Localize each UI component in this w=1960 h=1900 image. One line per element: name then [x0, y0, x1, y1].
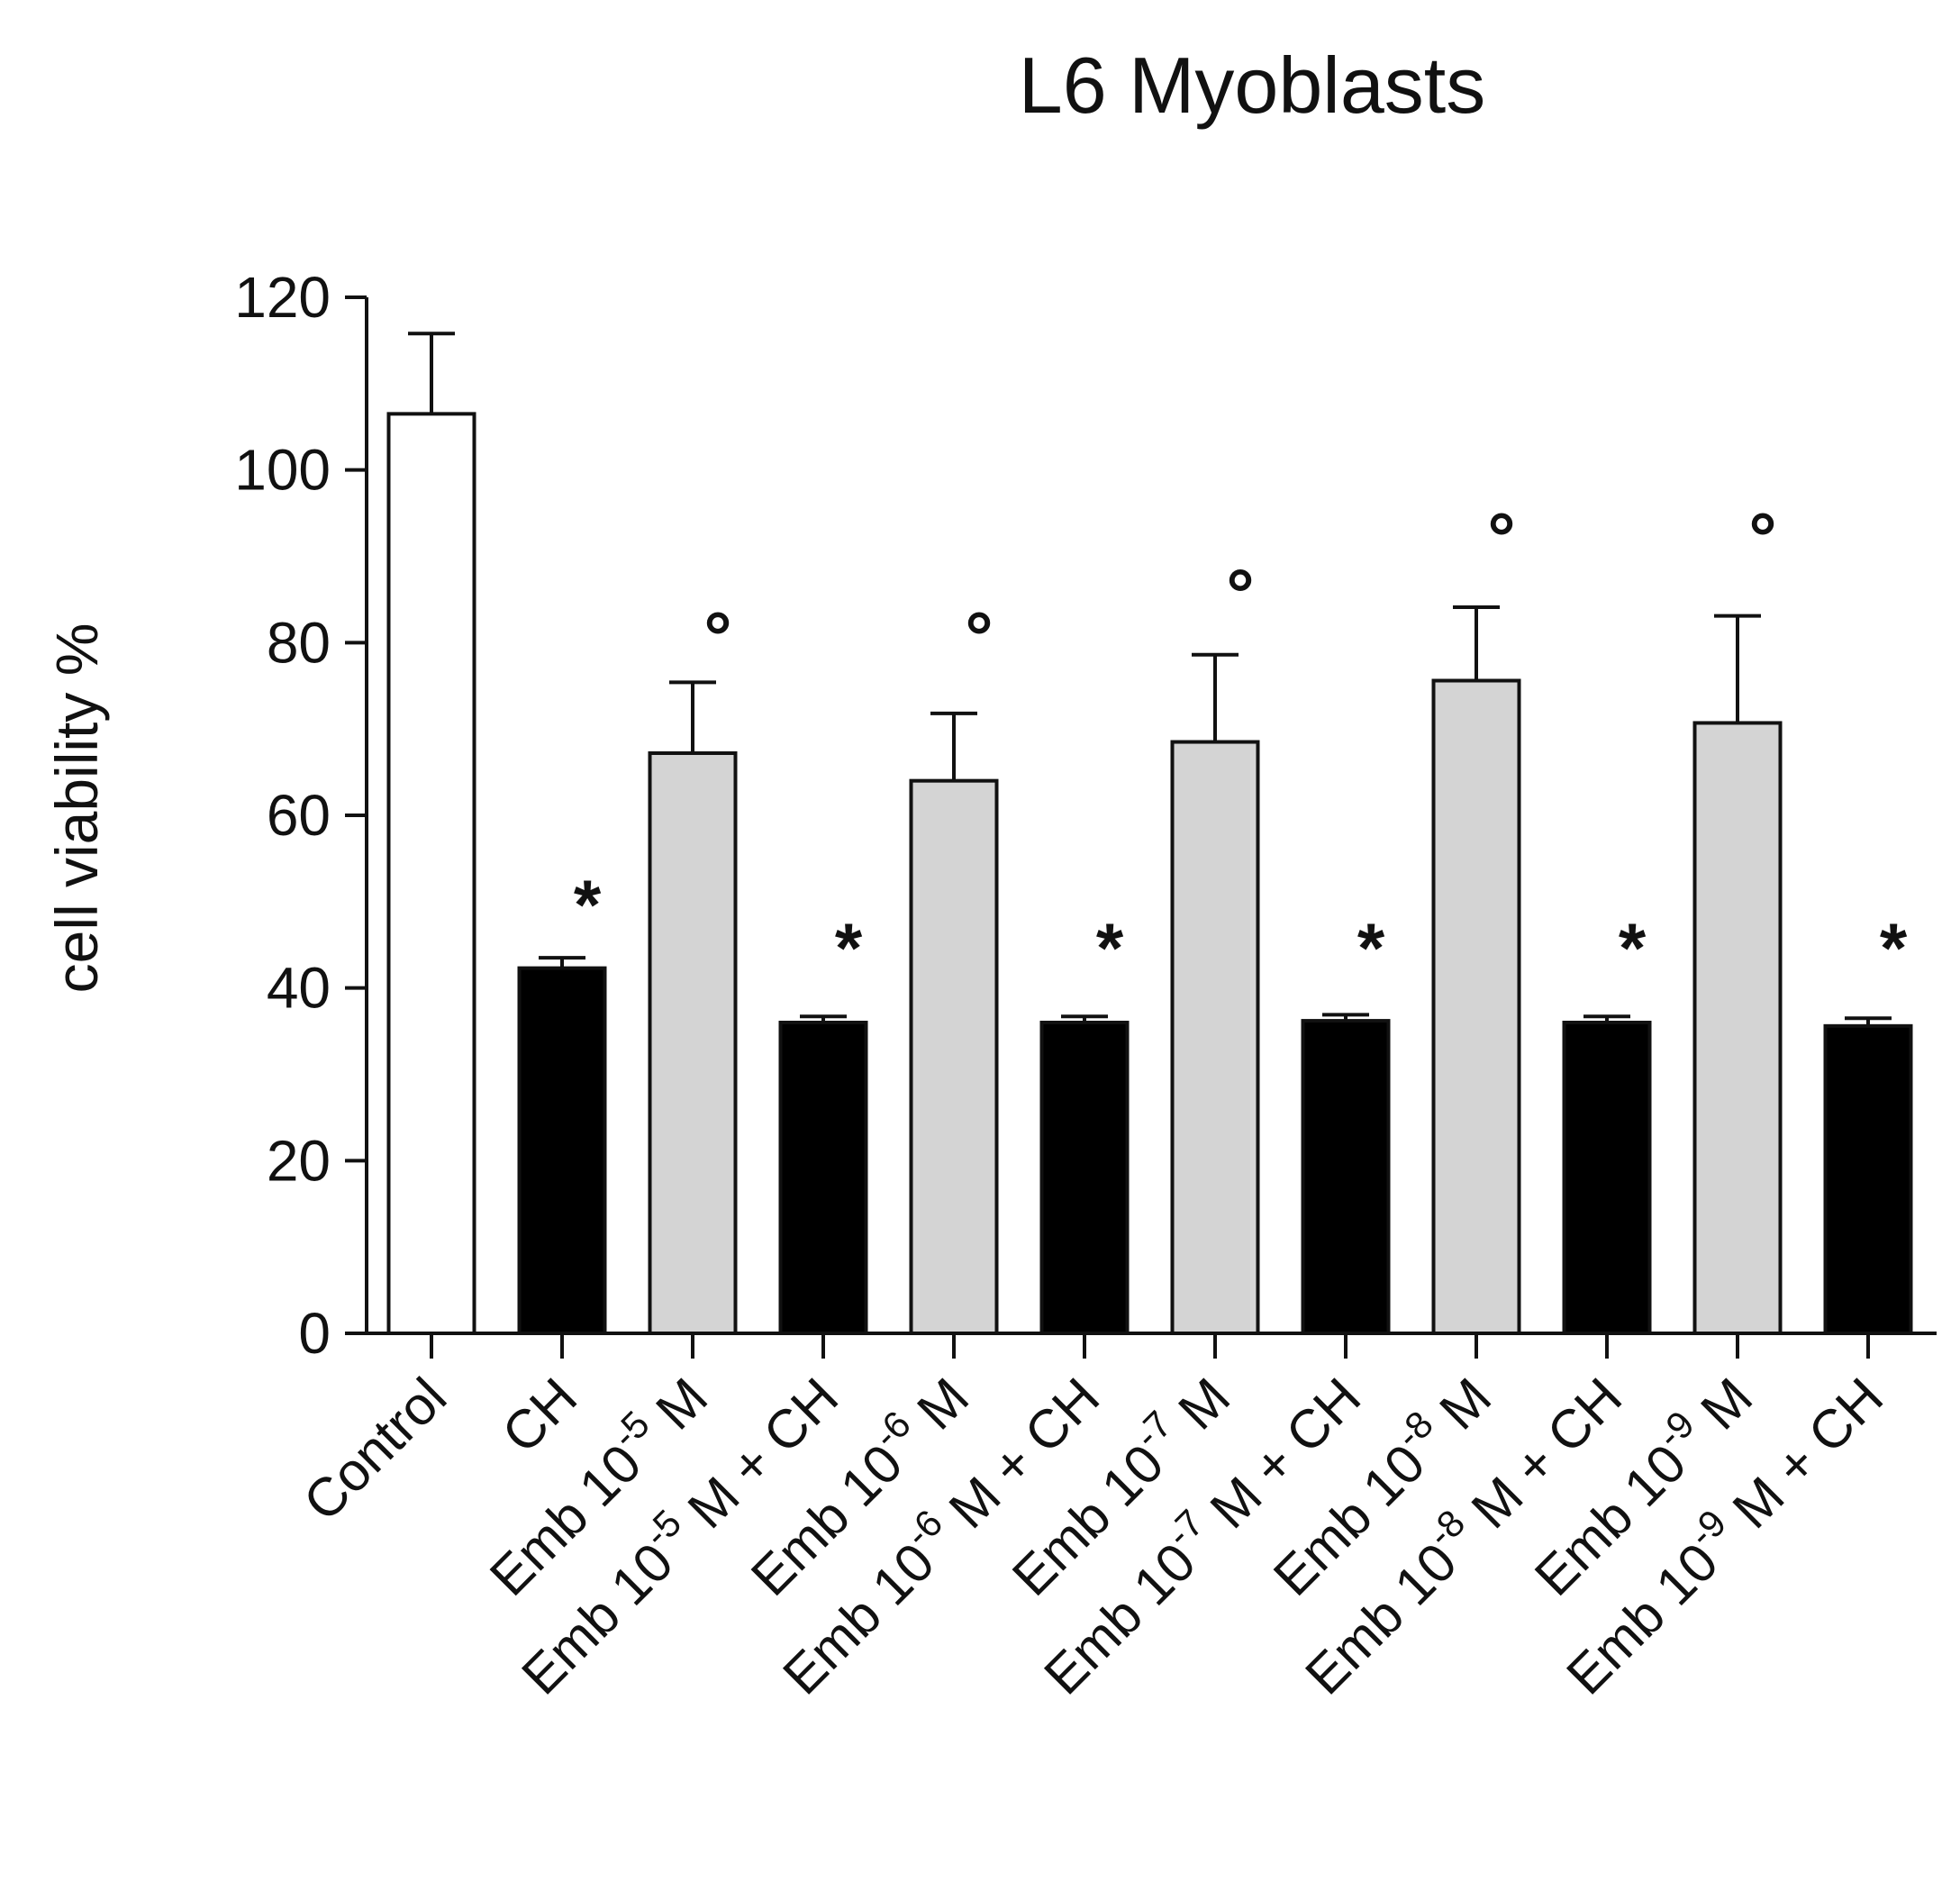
y-axis-label: cell viability % — [43, 623, 110, 994]
significance-asterisk: * — [835, 908, 863, 987]
bar — [1431, 678, 1521, 1335]
y-tick-label: 20 — [267, 1128, 331, 1193]
chart-title: L6 Myoblasts — [1019, 41, 1485, 130]
significance-circle: ° — [1487, 498, 1515, 577]
bar — [1692, 721, 1783, 1335]
significance-circle: ° — [703, 597, 731, 677]
y-tick-label: 0 — [298, 1301, 331, 1366]
significance-circle: ° — [1748, 498, 1776, 577]
significance-asterisk: * — [1096, 908, 1124, 987]
y-tick-label: 120 — [234, 265, 331, 330]
y-tick-label: 80 — [267, 610, 331, 675]
significance-asterisk: * — [1619, 908, 1647, 987]
significance-circle: ° — [1226, 554, 1254, 633]
significance-asterisk: * — [574, 865, 602, 944]
x-tick-label: Control — [292, 1367, 458, 1532]
bar — [386, 412, 476, 1335]
significance-asterisk: * — [1880, 908, 1908, 987]
bar — [648, 751, 738, 1335]
y-tick-label: 40 — [267, 956, 331, 1021]
x-tick-label: CH — [491, 1367, 589, 1465]
bar — [909, 778, 999, 1335]
bar — [1562, 1021, 1652, 1335]
bar — [517, 966, 607, 1335]
bar — [1039, 1021, 1130, 1335]
y-tick-label: 60 — [267, 783, 331, 848]
x-tick-label: Emb 10-5 M — [472, 1360, 719, 1607]
bar — [1823, 1023, 1913, 1336]
y-tick-label: 100 — [234, 438, 331, 503]
bar — [778, 1021, 868, 1335]
significance-asterisk: * — [1357, 908, 1385, 987]
significance-circle: ° — [965, 597, 993, 677]
bar — [1170, 740, 1260, 1335]
bar — [1301, 1019, 1391, 1336]
